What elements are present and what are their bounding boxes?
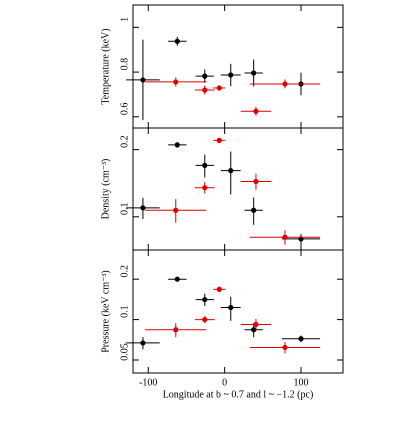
point	[228, 72, 234, 78]
point	[216, 137, 222, 143]
point	[174, 276, 180, 282]
y-tick-label: 0.8	[119, 58, 130, 71]
point	[282, 81, 288, 87]
point	[251, 327, 257, 333]
point	[174, 38, 180, 44]
point	[202, 73, 208, 79]
y-axis-label: Density (cm⁻³)	[100, 159, 111, 220]
y-tick-label: 1	[119, 17, 130, 22]
point	[173, 207, 179, 213]
y-tick-label: 0.1	[119, 203, 130, 216]
y-tick-label: 0.6	[119, 103, 130, 116]
x-tick-label: 100	[294, 377, 309, 388]
point	[253, 321, 259, 328]
point	[140, 77, 146, 83]
point	[202, 316, 208, 323]
panel-frame	[132, 4, 344, 129]
y-axis-label: Pressure (keV cm⁻³)	[100, 270, 111, 353]
panel-frame	[132, 249, 344, 374]
point	[228, 304, 234, 311]
point	[253, 178, 259, 185]
point	[251, 70, 257, 76]
y-tick-label: 0.05	[119, 343, 130, 361]
point	[140, 205, 146, 211]
x-tick-label: -100	[139, 377, 157, 388]
y-tick-label: 0.2	[119, 265, 130, 278]
point	[173, 327, 179, 333]
point	[140, 340, 146, 346]
point	[216, 286, 222, 292]
point	[174, 142, 180, 148]
point	[216, 85, 222, 91]
x-tick-label: 0	[222, 377, 227, 388]
y-tick-label: 0.2	[119, 135, 130, 148]
x-axis-label: Longitude at b ~ 0.7 and l ~ −1.2 (pc)	[163, 389, 314, 400]
point	[202, 296, 208, 303]
point	[251, 207, 257, 213]
point	[298, 336, 304, 342]
point	[173, 79, 179, 85]
point	[228, 168, 234, 174]
panel-frame	[132, 127, 344, 251]
point	[282, 344, 288, 351]
point	[202, 162, 208, 168]
y-tick-label: 0.1	[119, 305, 130, 318]
y-axis-label: Temperature (keV)	[100, 28, 111, 104]
point	[202, 185, 208, 191]
point	[282, 234, 288, 240]
point	[253, 108, 259, 114]
point	[202, 87, 208, 93]
